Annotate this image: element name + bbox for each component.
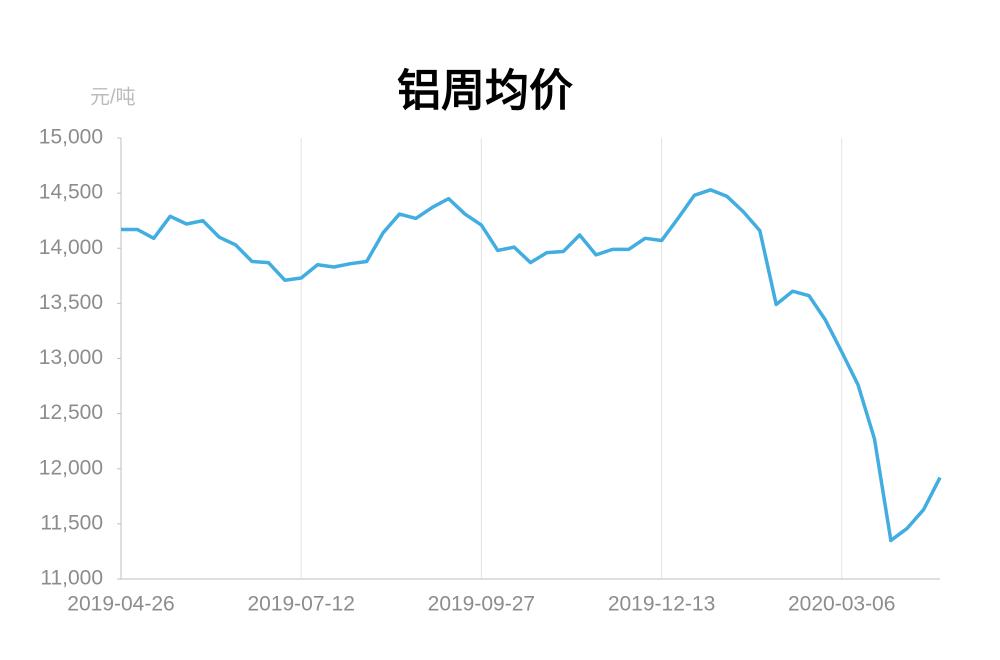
x-tick-label: 2019-09-27 <box>428 593 535 616</box>
x-tick-label: 2019-07-12 <box>247 593 354 616</box>
y-tick-label: 12,000 <box>39 456 103 479</box>
x-tick-label: 2019-12-13 <box>608 593 715 616</box>
chart-title: 铝周均价 <box>397 67 573 116</box>
y-tick-label: 14,000 <box>39 236 103 259</box>
y-tick-label: 12,500 <box>39 401 103 424</box>
line <box>121 188 942 543</box>
y-tick-label: 11,500 <box>40 511 103 534</box>
y-tick-label: 13,500 <box>39 291 103 314</box>
y-tick-label: 13,000 <box>39 346 103 369</box>
y-tick-label: 15,000 <box>39 126 103 149</box>
x-tick-label: 2019-04-26 <box>67 593 174 616</box>
y-axis-unit: 元/吨 <box>90 85 136 108</box>
y-tick-label: 14,500 <box>39 181 103 204</box>
y-tick-label: 11,000 <box>40 567 103 590</box>
x-tick-label: 2020-03-06 <box>788 593 895 616</box>
